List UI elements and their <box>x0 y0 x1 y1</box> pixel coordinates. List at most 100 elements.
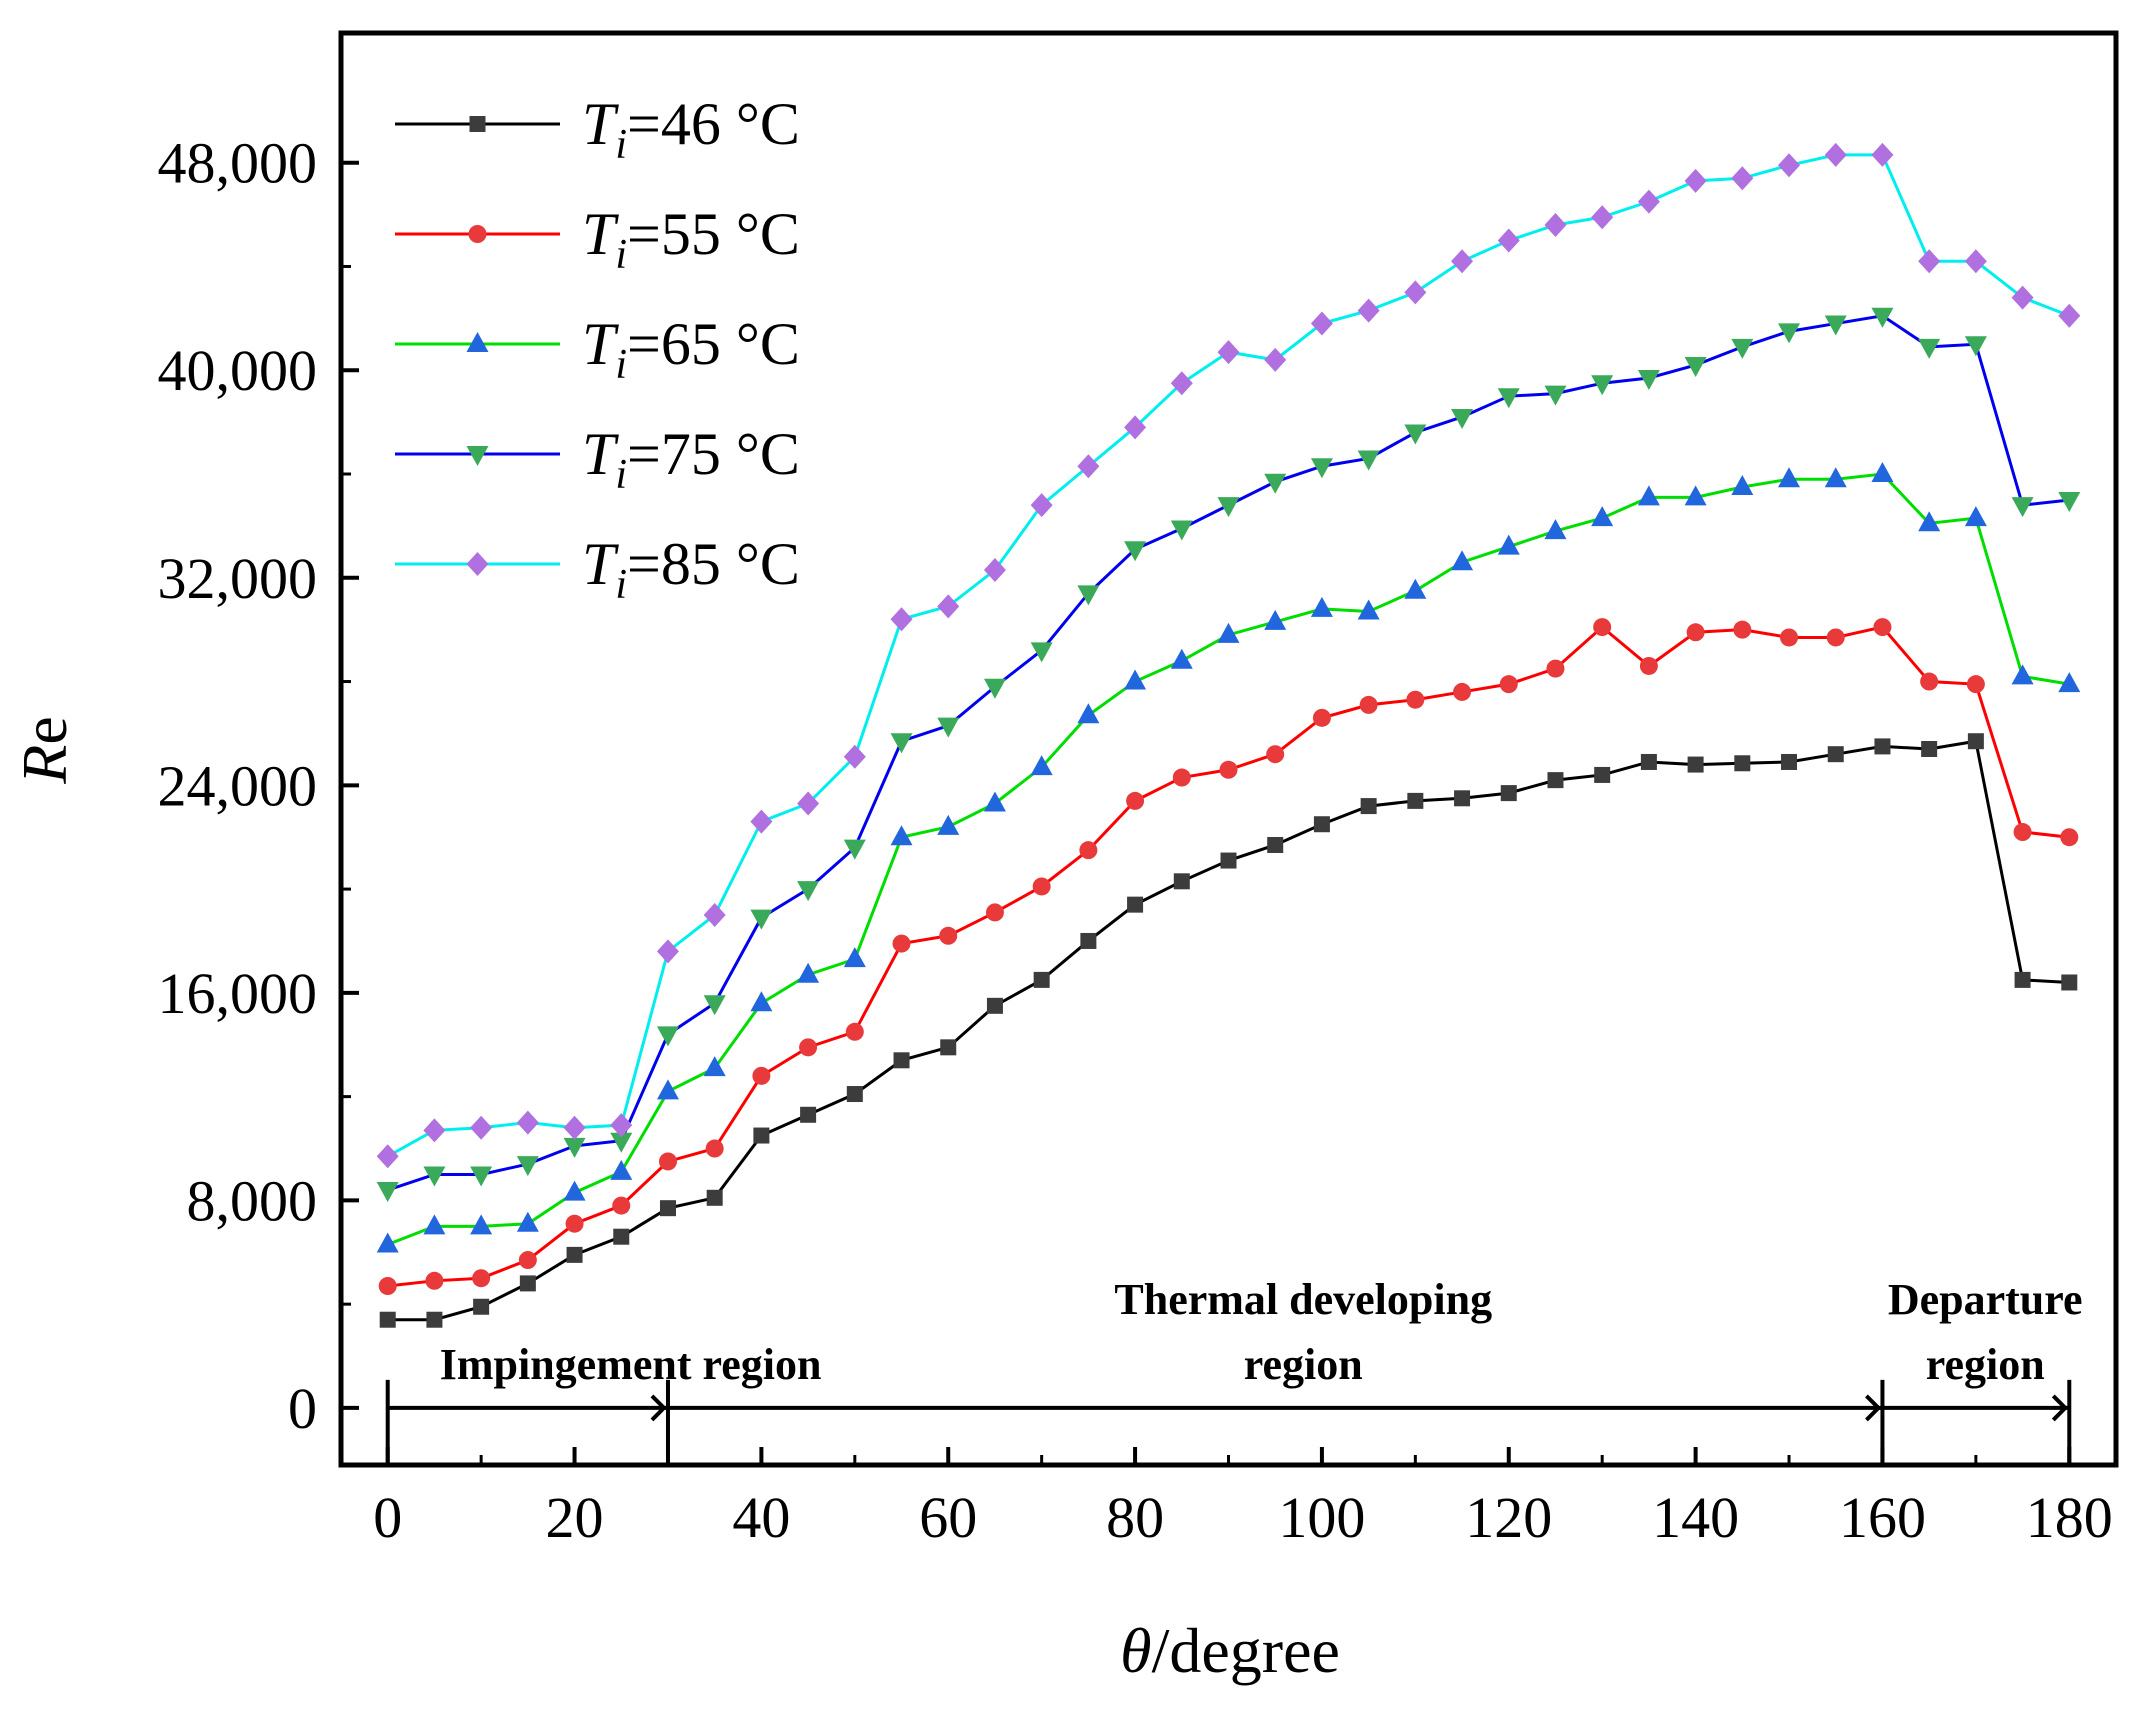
data-point <box>656 1079 679 1100</box>
legend-marker <box>466 552 489 576</box>
data-point <box>1826 628 1845 647</box>
data-point <box>1873 618 1892 637</box>
data-point <box>1731 474 1754 495</box>
data-point <box>1406 690 1425 709</box>
data-point <box>1591 506 1614 527</box>
data-point <box>566 1246 583 1263</box>
series-4 <box>376 307 2081 1203</box>
data-point <box>470 1166 493 1187</box>
data-point <box>1733 620 1752 639</box>
data-point <box>1966 675 1985 694</box>
data-point <box>1310 458 1333 479</box>
data-point <box>797 791 820 816</box>
x-tick-label: 40 <box>732 1485 790 1550</box>
data-point <box>890 825 913 846</box>
legend-label: Ti=75 °C <box>582 421 800 498</box>
x-tick-label: 140 <box>1652 1485 1739 1550</box>
data-point <box>1079 841 1098 860</box>
data-point <box>937 594 960 619</box>
data-point <box>1172 768 1191 787</box>
data-point <box>843 744 866 769</box>
y-tick-label: 16,000 <box>158 961 318 1026</box>
data-point <box>1404 280 1427 305</box>
x-tick-label: 20 <box>546 1485 604 1550</box>
data-point <box>799 1038 818 1057</box>
data-point <box>2061 974 2078 991</box>
data-point <box>1639 656 1658 675</box>
region-label: Thermal developing <box>1114 1275 1492 1324</box>
data-point <box>1033 971 1050 988</box>
data-point <box>1217 497 1240 518</box>
data-point <box>1591 375 1614 396</box>
data-point <box>426 1311 443 1328</box>
data-point <box>1544 385 1567 406</box>
data-point <box>703 1056 726 1077</box>
data-point <box>1264 609 1287 630</box>
data-point <box>1173 873 1190 890</box>
region-arrowhead <box>650 1394 667 1422</box>
data-point <box>518 1251 537 1270</box>
data-point <box>1357 298 1380 323</box>
data-point <box>845 1022 864 1041</box>
data-point <box>846 1086 863 1103</box>
data-point <box>1734 755 1751 772</box>
data-point <box>470 1115 493 1140</box>
data-point <box>1170 371 1193 396</box>
data-point <box>983 791 1006 812</box>
data-point <box>378 1277 397 1295</box>
data-point <box>1871 307 1894 328</box>
data-point <box>753 1127 770 1144</box>
data-point <box>800 1106 817 1123</box>
region-label: Departure <box>1888 1275 2083 1324</box>
data-point <box>1264 347 1287 372</box>
data-point <box>1824 315 1847 336</box>
data-point <box>706 1189 723 1206</box>
data-point <box>1032 877 1051 896</box>
data-point <box>473 1298 490 1315</box>
data-point <box>1591 205 1614 230</box>
legend-entry-3: Ti=65 °C <box>395 311 800 388</box>
data-point <box>843 947 866 968</box>
data-point <box>890 733 913 754</box>
data-point <box>516 1156 539 1177</box>
data-point <box>2014 971 2031 988</box>
data-point <box>2058 303 2081 328</box>
legend-label: Ti=55 °C <box>582 201 800 278</box>
data-point <box>376 1232 399 1253</box>
data-point <box>1077 585 1100 606</box>
data-point <box>1360 798 1377 815</box>
region-label: region <box>1926 1340 2045 1389</box>
y-tick-label: 32,000 <box>158 546 318 611</box>
y-tick-label: 48,000 <box>158 131 318 196</box>
y-tick-label: 40,000 <box>158 338 318 403</box>
data-point <box>2011 664 2034 685</box>
data-point <box>658 1152 677 1171</box>
x-tick-label: 180 <box>2026 1485 2113 1550</box>
data-point <box>983 678 1006 699</box>
data-point <box>1824 467 1847 488</box>
series-2 <box>378 618 2079 1295</box>
data-point <box>423 1118 446 1143</box>
data-point <box>750 909 773 930</box>
data-point <box>1217 622 1240 643</box>
data-point <box>1126 791 1145 810</box>
data-point <box>1310 596 1333 617</box>
data-point <box>1781 753 1798 770</box>
series-layer <box>376 142 2081 1328</box>
data-point <box>1780 628 1799 647</box>
legend-entry-2: Ti=55 °C <box>395 201 800 278</box>
data-point <box>1310 311 1333 336</box>
data-point <box>1731 166 1754 191</box>
data-point <box>1544 519 1567 540</box>
data-point <box>1827 746 1844 763</box>
y-axis-title: Re <box>9 716 80 785</box>
data-point <box>1312 708 1331 727</box>
x-tick-label: 120 <box>1465 1485 1552 1550</box>
data-point <box>705 1139 724 1158</box>
x-tick-label: 160 <box>1839 1485 1926 1550</box>
series-3 <box>376 462 2081 1253</box>
data-point <box>2058 672 2081 693</box>
legend: Ti=46 °C Ti=55 °C Ti=65 °C Ti=75 °C Ti=85 °C <box>395 91 800 608</box>
data-point <box>423 1166 446 1187</box>
